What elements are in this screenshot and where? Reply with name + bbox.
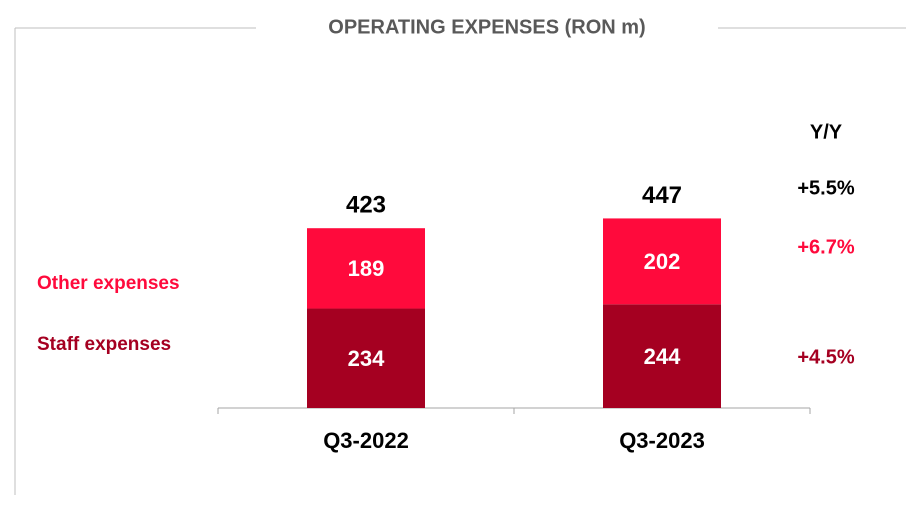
legend-label: Staff expenses: [37, 334, 171, 355]
x-tick-label: Q3-2022: [323, 428, 409, 453]
bar-segment: [307, 308, 425, 408]
total-label: 447: [642, 182, 682, 209]
segment-label: 189: [348, 256, 385, 281]
yoy-label: +4.5%: [797, 346, 854, 368]
yoy-title: Y/Y: [810, 121, 843, 143]
segment-label: 234: [348, 346, 385, 371]
bar-segment: [307, 228, 425, 309]
chart-title: OPERATING EXPENSES (RON m): [328, 16, 645, 38]
bar-segment: [603, 304, 721, 408]
x-tick-label: Q3-2023: [619, 428, 705, 453]
bar-segment: [603, 218, 721, 305]
yoy-label: +6.7%: [797, 237, 854, 259]
segment-label: 244: [644, 344, 681, 369]
segment-label: 202: [644, 249, 681, 274]
total-label: 423: [346, 192, 386, 219]
yoy-total: +5.5%: [797, 177, 854, 199]
legend-label: Other expenses: [37, 273, 180, 294]
